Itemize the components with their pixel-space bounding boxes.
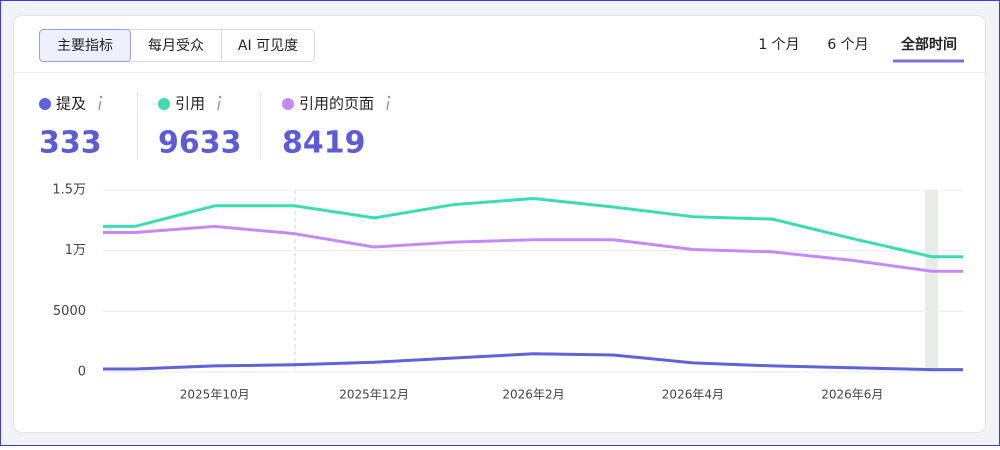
info-dot xyxy=(99,95,103,99)
series-line xyxy=(134,196,933,259)
y-tick-label: 1.5万 xyxy=(52,183,86,198)
y-tick-label: 1万 xyxy=(65,243,86,258)
x-tick-label: 2026年6月 xyxy=(821,388,883,402)
metric-value: 333 xyxy=(39,126,102,161)
legend-dot xyxy=(282,98,294,110)
range-option[interactable]: 6 个月 xyxy=(827,37,868,53)
info-icon xyxy=(98,100,102,111)
series-line xyxy=(134,352,933,372)
x-tick-label: 2026年4月 xyxy=(662,388,724,402)
tab[interactable]: AI 可见度 xyxy=(238,38,298,54)
info-dot xyxy=(387,95,391,99)
legend-label: 引用 xyxy=(175,95,205,113)
x-tick-label: 2025年10月 xyxy=(180,388,250,402)
series-line xyxy=(134,224,933,273)
info-dot xyxy=(218,95,222,99)
x-tick-label: 2026年2月 xyxy=(502,388,564,402)
legend-dot xyxy=(39,98,51,110)
info-icon xyxy=(386,100,390,111)
range-option[interactable]: 1 个月 xyxy=(758,37,799,53)
legend-dot xyxy=(158,98,170,110)
tab-selected xyxy=(39,29,131,62)
y-tick-label: 0 xyxy=(78,365,86,380)
y-tick-label: 5000 xyxy=(53,304,86,319)
card xyxy=(13,15,986,433)
metric-value: 8419 xyxy=(282,126,366,161)
tab[interactable]: 主要指标 xyxy=(57,38,113,54)
legend-label: 引用的页面 xyxy=(299,95,374,113)
info-icon xyxy=(217,100,221,111)
metric-value: 9633 xyxy=(158,126,242,161)
legend-label: 提及 xyxy=(56,95,86,113)
tab[interactable]: 每月受众 xyxy=(148,38,204,54)
x-tick-label: 2025年12月 xyxy=(339,388,409,402)
range-option[interactable]: 全部时间 xyxy=(900,36,957,53)
hover-band xyxy=(925,190,938,372)
